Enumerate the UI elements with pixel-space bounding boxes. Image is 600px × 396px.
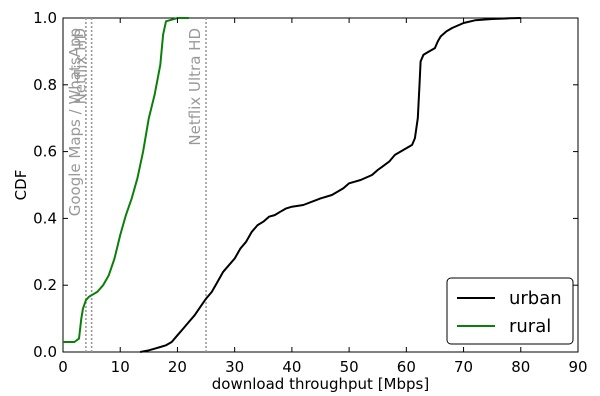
y-axis-label: CDF — [12, 170, 30, 201]
reference-line-label: Netflix HD — [72, 28, 90, 104]
legend-label-rural: rural — [509, 316, 551, 337]
x-tick-label: 50 — [340, 358, 359, 376]
legend: urban rural — [446, 277, 574, 345]
series-lines — [63, 17, 521, 353]
x-tick-label: 60 — [397, 358, 416, 376]
y-tick-label: 1.0 — [33, 9, 57, 27]
y-tick-label: 0.2 — [33, 276, 57, 294]
legend-box — [446, 277, 574, 345]
axis-ticks: 0 10 20 30 40 50 60 70 80 90 0.0 0.2 0.4 0.6 0.8 1.0 — [33, 9, 587, 376]
y-tick-label: 0.0 — [33, 343, 57, 361]
x-tick-label: 40 — [282, 358, 301, 376]
plot-area — [62, 17, 579, 353]
x-tick-label: 0 — [58, 358, 68, 376]
x-tick-label: 30 — [225, 358, 244, 376]
x-tick-label: 10 — [111, 358, 130, 376]
plot-border — [62, 17, 579, 353]
reference-line-label: Google Maps / WhatsApp — [66, 28, 84, 216]
series-line-urban — [140, 17, 521, 353]
x-tick-label: 20 — [168, 358, 187, 376]
y-tick-label: 0.4 — [33, 209, 57, 227]
x-tick-label: 90 — [568, 358, 587, 376]
y-tick-label: 0.8 — [33, 76, 57, 94]
x-axis-label: download throughput [Mbps] — [212, 375, 429, 393]
x-tick-label: 80 — [511, 358, 530, 376]
series-line-rural — [63, 17, 189, 343]
reference-line-label: Netflix Ultra HD — [186, 28, 204, 146]
legend-label-urban: urban — [509, 288, 562, 309]
y-tick-label: 0.6 — [33, 143, 57, 161]
x-tick-label: 70 — [454, 358, 473, 376]
